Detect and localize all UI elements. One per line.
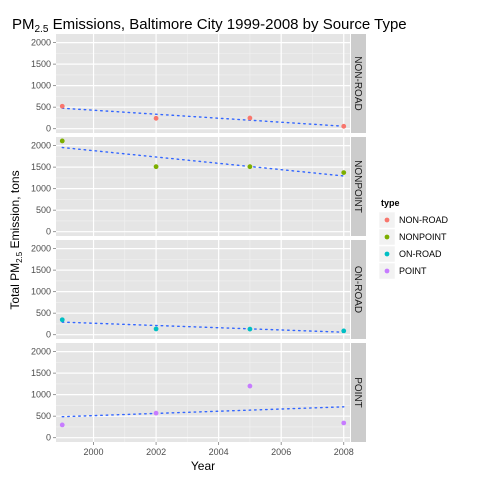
- y-tick-label: 500: [36, 411, 51, 421]
- y-tick-label: 2000: [31, 244, 51, 254]
- panel-background: [56, 137, 350, 236]
- data-point-on-road: [153, 326, 159, 332]
- x-tick-label: 2006: [271, 447, 291, 457]
- y-tick-label: 500: [36, 205, 51, 215]
- data-point-non-road: [153, 115, 159, 121]
- x-tick-label: 2008: [334, 447, 354, 457]
- y-tick-label: 1000: [31, 390, 51, 400]
- legend-title: type: [381, 198, 400, 208]
- facet-panel-non-road: 0 500 1000 1500 2000 NON-ROAD: [31, 34, 366, 134]
- legend-label: NONPOINT: [399, 232, 447, 242]
- facet-strip: [351, 343, 366, 442]
- data-point-on-road: [341, 328, 347, 334]
- y-tick-label: 500: [36, 308, 51, 318]
- y-axis-title: Total PM2.5 Emission, tons: [8, 170, 24, 309]
- x-tick-label: 2002: [146, 447, 166, 457]
- y-tick-label: 2000: [31, 347, 51, 357]
- facet-strip: [351, 34, 366, 133]
- y-tick-label: 1000: [31, 81, 51, 91]
- y-tick-label: 2000: [31, 38, 51, 48]
- legend-entry-non-road: NON-ROAD: [378, 211, 448, 229]
- legend-point: [384, 251, 390, 257]
- data-point-nonpoint: [247, 164, 253, 170]
- data-point-on-road: [59, 317, 65, 323]
- facet-strip-label: NON-ROAD: [352, 56, 363, 110]
- data-point-point: [247, 383, 253, 389]
- facet-strip-label: POINT: [352, 377, 363, 408]
- legend-label: POINT: [399, 266, 427, 276]
- x-tick-label: 2000: [84, 447, 104, 457]
- facet-panel-nonpoint: 0 500 1000 1500 2000 NONPOINT: [31, 137, 366, 237]
- legend-point: [384, 217, 390, 223]
- plot-layer: 0 500 1000 1500 2000 NON-ROAD 0 500 1000 1500 2000…: [31, 34, 366, 457]
- x-axis-title: Year: [191, 459, 215, 473]
- x-tick-label: 2004: [209, 447, 229, 457]
- data-point-non-road: [341, 123, 347, 129]
- y-tick-label: 1500: [31, 59, 51, 69]
- data-point-nonpoint: [341, 170, 347, 175]
- facet-strip: [351, 240, 366, 339]
- chart-title: PM2.5 Emissions, Baltimore City 1999-200…: [12, 16, 407, 35]
- legend: type NON-ROAD NONPOINT ON-ROAD POINT: [378, 198, 448, 280]
- y-tick-label: 0: [46, 433, 51, 443]
- y-tick-label: 1500: [31, 265, 51, 275]
- y-tick-label: 2000: [31, 141, 51, 151]
- data-point-on-road: [247, 326, 253, 332]
- data-point-non-road: [247, 115, 253, 121]
- panel-background: [56, 34, 350, 133]
- data-point-non-road: [59, 103, 65, 109]
- panel-background: [56, 240, 350, 339]
- legend-entry-point: POINT: [378, 262, 427, 280]
- y-tick-label: 1000: [31, 184, 51, 194]
- legend-point: [384, 268, 390, 274]
- y-tick-label: 0: [46, 227, 51, 237]
- facet-strip: [351, 137, 366, 236]
- facet-panel-point: 0 500 1000 1500 2000 POINT: [31, 343, 366, 443]
- panel-background: [56, 343, 350, 442]
- legend-entry-nonpoint: NONPOINT: [378, 228, 447, 246]
- y-tick-label: 0: [46, 330, 51, 340]
- facet-panel-on-road: 0 500 1000 1500 2000 ON-ROAD: [31, 240, 366, 340]
- data-point-nonpoint: [59, 138, 65, 144]
- y-tick-label: 1000: [31, 287, 51, 297]
- facet-strip-label: ON-ROAD: [352, 266, 363, 313]
- legend-label: ON-ROAD: [399, 249, 442, 259]
- data-point-point: [59, 422, 65, 428]
- legend-entry-on-road: ON-ROAD: [378, 245, 442, 263]
- y-tick-label: 1500: [31, 368, 51, 378]
- data-point-point: [341, 420, 347, 426]
- facet-strip-label: NONPOINT: [352, 160, 363, 213]
- y-tick-label: 500: [36, 102, 51, 112]
- y-tick-label: 0: [46, 124, 51, 134]
- data-point-nonpoint: [153, 164, 159, 170]
- legend-label: NON-ROAD: [399, 215, 448, 225]
- legend-point: [384, 234, 390, 240]
- y-tick-label: 1500: [31, 162, 51, 172]
- data-point-point: [153, 410, 159, 416]
